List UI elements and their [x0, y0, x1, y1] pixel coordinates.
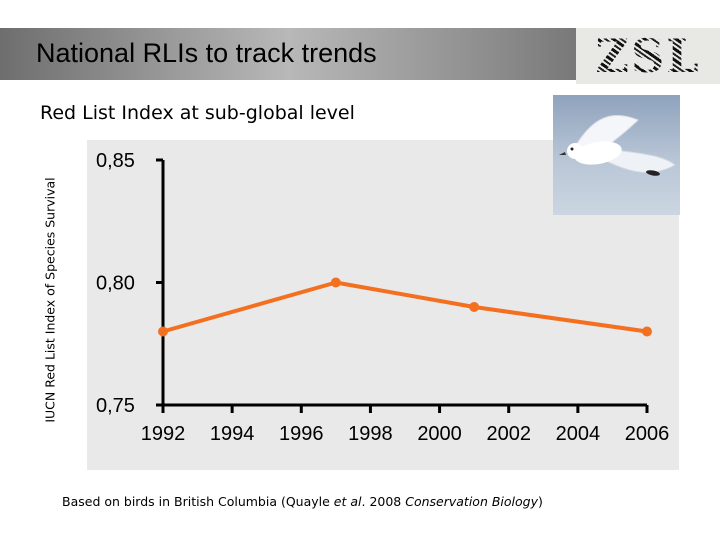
footnote-prefix: Based on birds in British Columbia (Quay…: [62, 494, 334, 509]
y-tick-label: 0,80: [96, 273, 135, 295]
y-tick-label: 0,75: [96, 395, 135, 417]
x-tick-label: 1996: [279, 423, 324, 445]
data-point: [642, 326, 652, 337]
footnote-suffix: ): [538, 494, 543, 509]
x-tick-label: 1994: [210, 423, 255, 445]
bird-photo: [553, 95, 680, 215]
bird-icon: [559, 114, 676, 176]
x-tick-label: 2004: [556, 423, 601, 445]
logo-text: ZSL: [595, 29, 701, 83]
page-title: National RLIs to track trends: [36, 38, 377, 68]
y-tick-label: 0,85: [96, 150, 135, 172]
data-point: [330, 277, 341, 288]
footnote-etal: et al: [333, 494, 362, 509]
x-tick-label: 2002: [486, 423, 531, 445]
x-tick-label: 1998: [348, 423, 393, 445]
data-point: [469, 302, 480, 312]
series-line: [162, 280, 648, 334]
data-point: [158, 326, 168, 337]
chart-subtitle: Red List Index at sub-global level: [40, 102, 355, 124]
x-tick-label: 2006: [625, 423, 670, 445]
footnote-journal: Conservation Biology: [405, 494, 538, 509]
source-footnote: Based on birds in British Columbia (Quay…: [62, 494, 543, 509]
x-tick-label: 1992: [141, 423, 186, 445]
footnote-middle: . 2008: [361, 494, 406, 509]
zsl-logo: ZSL: [576, 28, 720, 84]
x-tick-label: 2000: [417, 423, 462, 445]
